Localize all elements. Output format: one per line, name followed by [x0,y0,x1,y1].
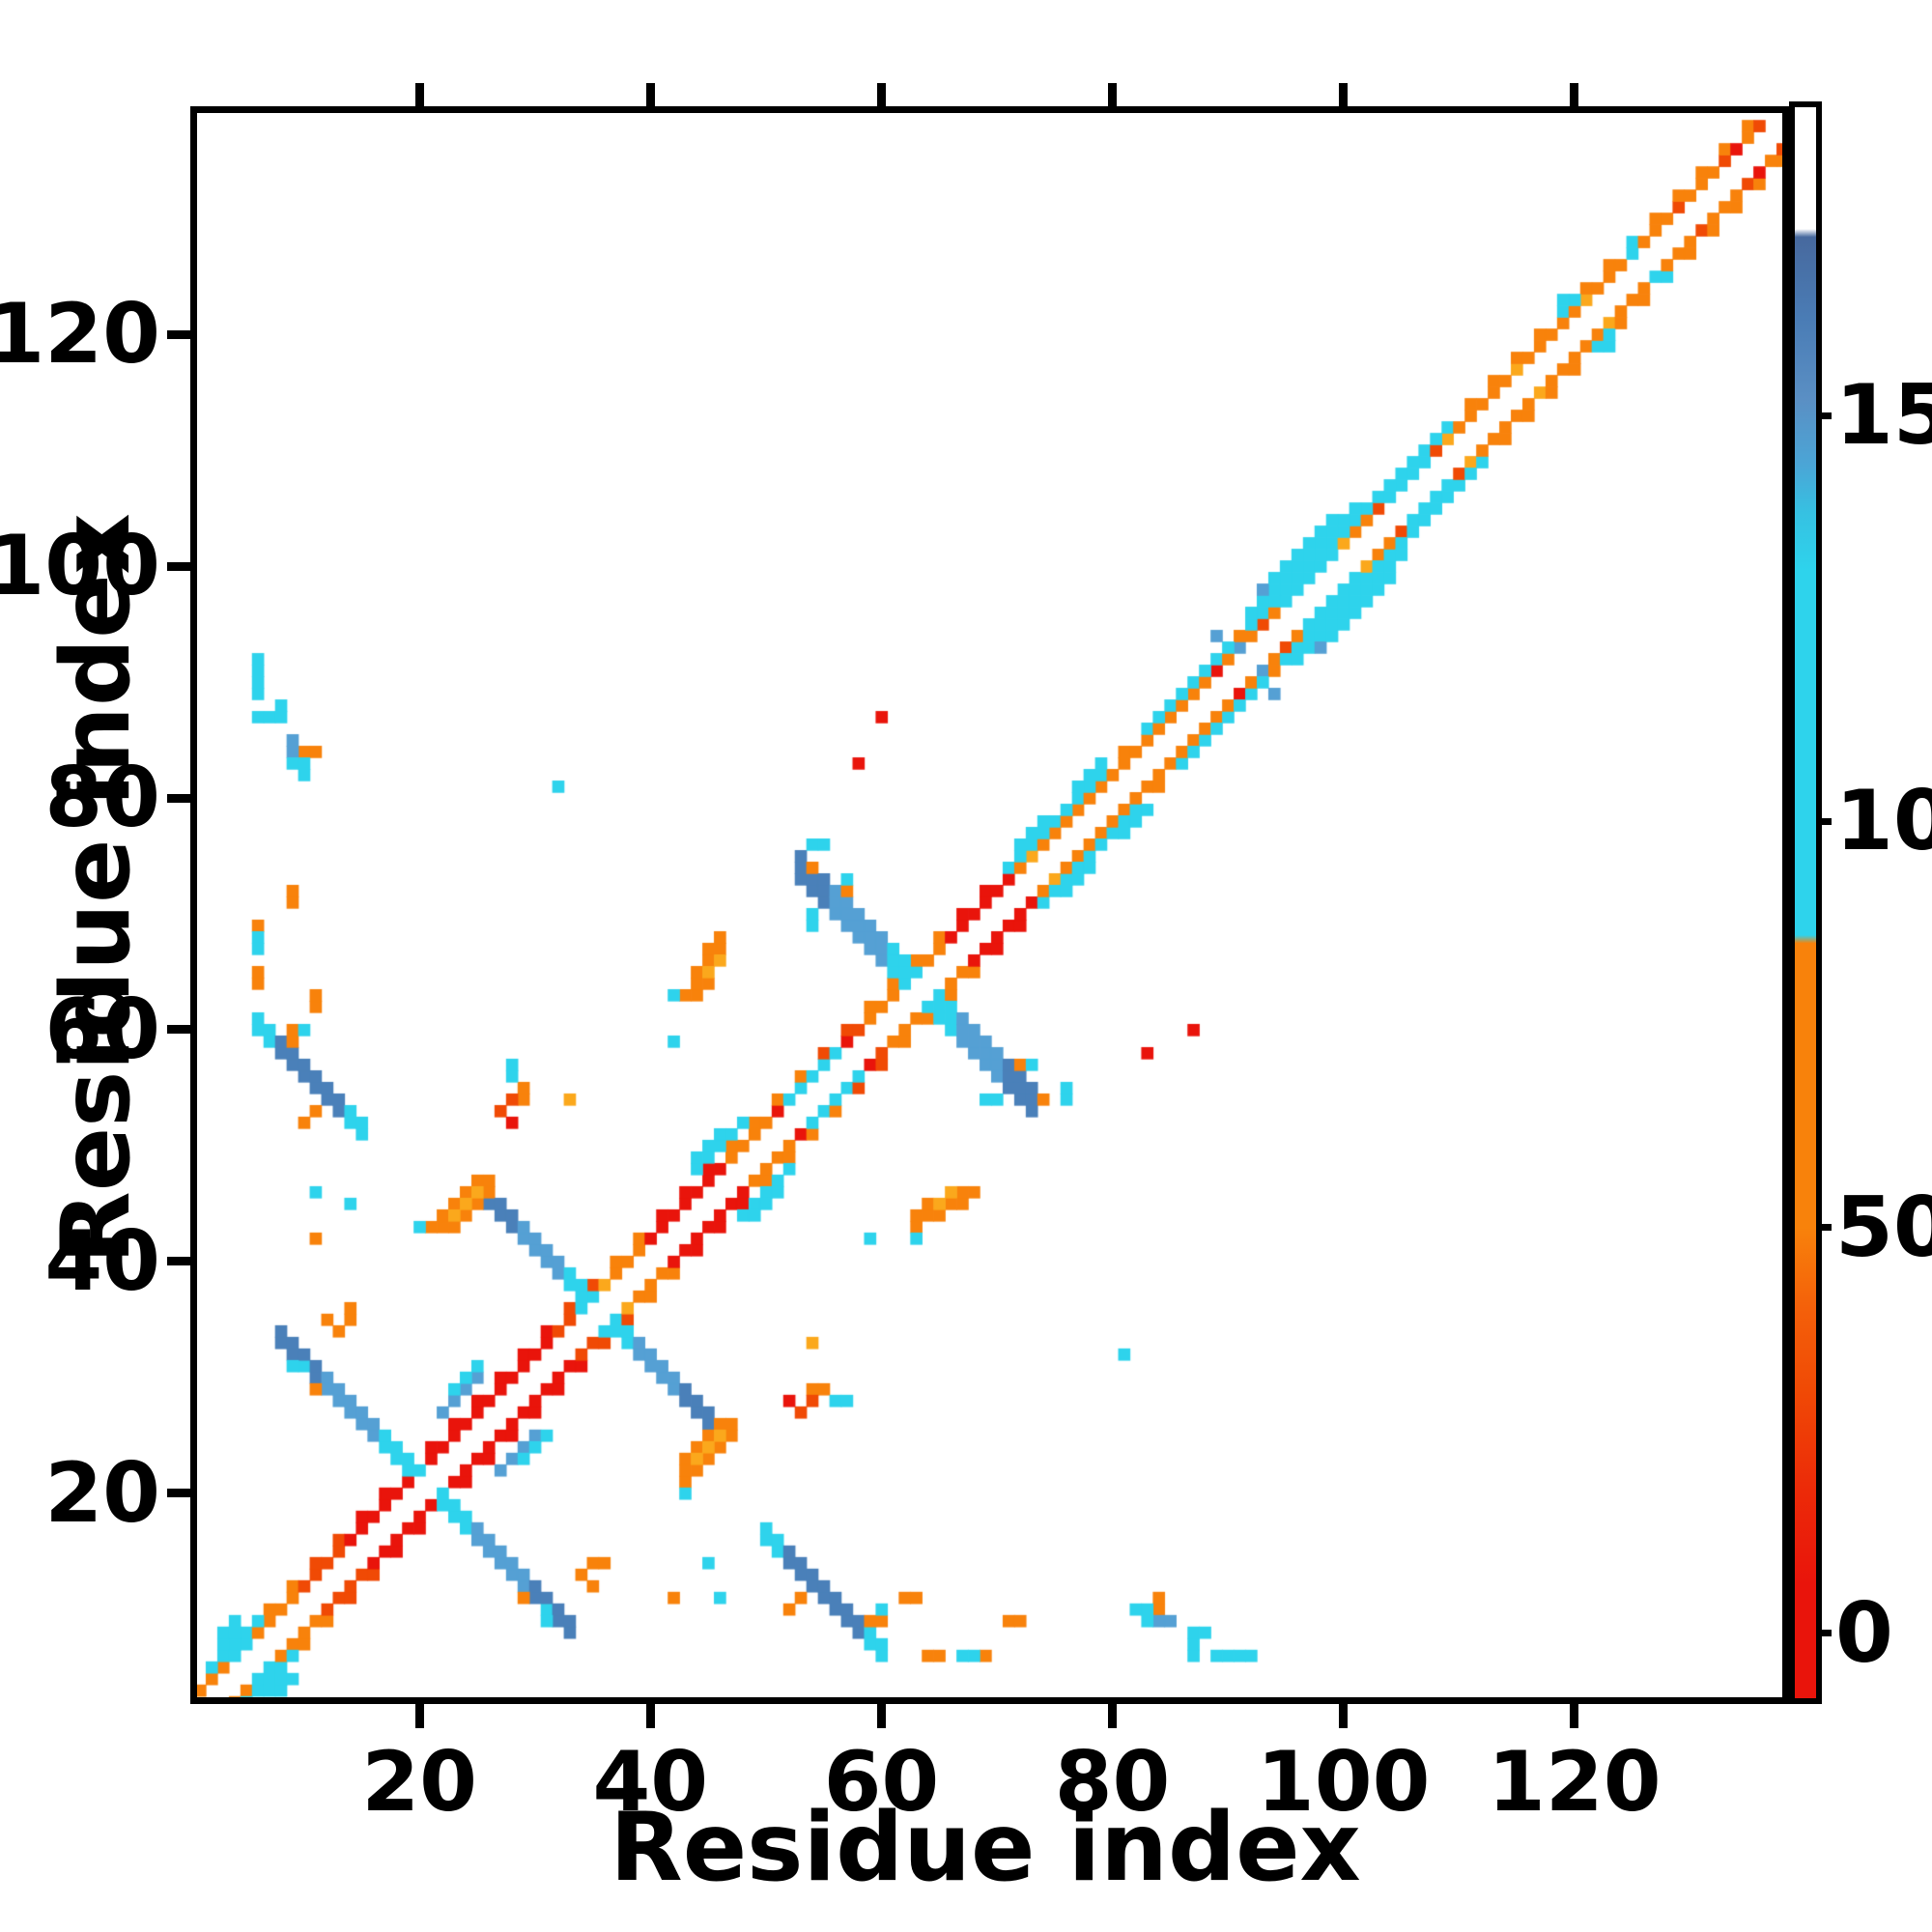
x-tick-top [1339,83,1349,107]
x-tick-label: 40 [592,1734,709,1831]
colorbar-tick [1816,1224,1832,1232]
y-tick-label: 120 [0,286,160,384]
contact-map [197,113,1782,1697]
x-tick-top [1570,83,1579,107]
x-tick [645,1704,655,1728]
y-tick-label: 40 [44,1212,160,1310]
x-tick-label: 60 [823,1734,940,1831]
x-tick-label: 20 [361,1734,477,1831]
y-tick-label: 100 [0,518,160,615]
y-tick [167,1489,191,1498]
x-tick [876,1704,886,1728]
colorbar-tick [1816,817,1832,825]
y-tick [167,329,191,339]
x-tick [1570,1704,1579,1728]
x-tick-label: 100 [1256,1734,1431,1831]
y-tick-label: 80 [44,750,160,847]
x-tick [414,1704,424,1728]
colorbar-tick-label: 50 [1835,1179,1932,1276]
x-tick-top [645,83,655,107]
x-tick [1108,1704,1118,1728]
x-tick-label: 80 [1054,1734,1171,1831]
colorbar-tick [1816,1630,1832,1637]
x-tick-top [414,83,424,107]
colorbar-tick [1816,412,1832,419]
plot-frame [190,106,1789,1704]
colorbar-tick-label: 100 [1835,773,1932,870]
y-tick [167,561,191,571]
y-tick [167,1025,191,1035]
x-tick-top [876,83,886,107]
x-axis-label: Residue index [610,1793,1361,1903]
y-tick-label: 60 [44,980,160,1078]
y-tick [167,1257,191,1266]
x-tick-top [1108,83,1118,107]
colorbar-tick-label: 0 [1835,1584,1893,1682]
y-axis-label: Residue index [42,513,152,1264]
y-tick-label: 20 [44,1444,160,1542]
y-tick [167,793,191,803]
x-tick-label: 120 [1488,1734,1662,1831]
x-tick [1339,1704,1349,1728]
colorbar-tick-label: 150 [1835,367,1932,465]
colorbar [1789,101,1822,1704]
